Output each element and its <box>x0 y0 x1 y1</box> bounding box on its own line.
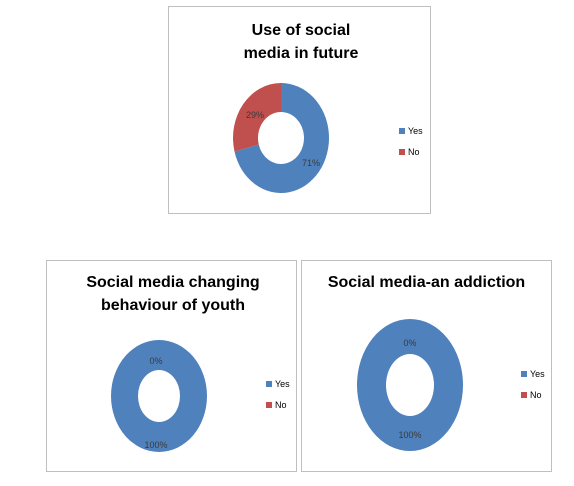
legend: Yes No <box>266 377 290 419</box>
donut-slice-yes <box>234 83 329 193</box>
legend-swatch-yes <box>399 127 405 134</box>
chart-title: Social media-an addiction <box>327 274 526 291</box>
legend-item-no: No <box>266 398 290 411</box>
legend-swatch-yes <box>266 380 272 387</box>
data-label-no: 0% <box>403 338 416 348</box>
data-label-yes: 100% <box>144 440 167 450</box>
chart-social-media-changing-behaviour: Social media changing behaviour of youth… <box>46 260 297 472</box>
legend-swatch-no <box>266 401 272 408</box>
legend-item-yes: Yes <box>266 377 290 390</box>
legend-label: Yes <box>530 368 545 379</box>
donut-chart: 100% 0% <box>111 340 207 452</box>
legend-item-no: No <box>521 388 545 401</box>
data-label-no: 29% <box>246 110 264 120</box>
donut-slice-yes <box>111 340 207 452</box>
legend-label: No <box>408 146 420 157</box>
legend-label: No <box>530 389 542 400</box>
data-label-yes: 71% <box>302 158 320 168</box>
legend: Yes No <box>399 124 423 166</box>
legend-swatch-no <box>399 148 405 155</box>
legend: Yes No <box>521 367 545 409</box>
legend-swatch-no <box>521 391 527 398</box>
data-label-yes: 100% <box>398 430 421 440</box>
legend-swatch-yes <box>521 370 527 377</box>
legend-label: No <box>275 399 287 410</box>
donut-slice-no <box>233 83 281 152</box>
chart-title: Social media changing behaviour of youth <box>86 274 260 314</box>
legend-label: Yes <box>275 378 290 389</box>
chart-social-media-an-addiction: Social media-an addiction 100% 0% Yes No <box>301 260 552 472</box>
legend-label: Yes <box>408 125 423 136</box>
data-label-no: 0% <box>149 356 162 366</box>
chart-use-of-social-media-in-future: Use of social media in future 71% 29% Yes… <box>168 6 431 214</box>
legend-item-yes: Yes <box>399 124 423 137</box>
donut-chart: 71% 29% <box>233 83 329 193</box>
legend-item-yes: Yes <box>521 367 545 380</box>
chart-title: Use of social media in future <box>243 22 359 62</box>
donut-slice-yes <box>357 319 463 451</box>
legend-item-no: No <box>399 145 423 158</box>
donut-chart: 100% 0% <box>357 319 463 451</box>
